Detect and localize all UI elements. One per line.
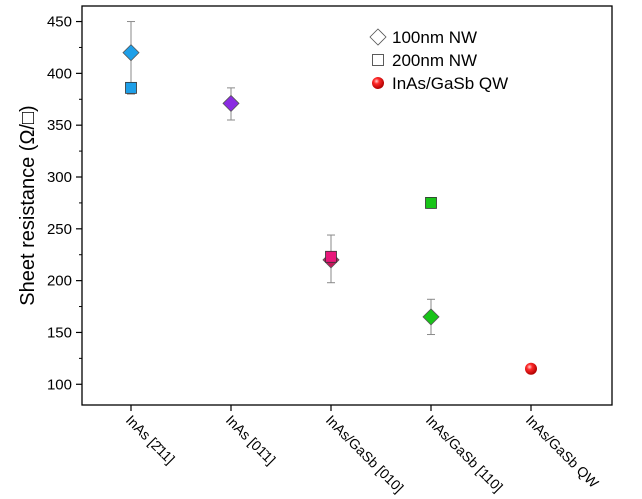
legend-label: 100nm NW <box>392 28 477 47</box>
x-tick-label: InAs/GaSb [110] <box>423 412 506 495</box>
y-tick-label: 450 <box>47 14 72 31</box>
legend-symbol-square <box>372 54 384 66</box>
x-tick-label: InAs/GaSb [010] <box>323 412 407 496</box>
y-tick-label: 150 <box>47 324 72 341</box>
error-bars <box>127 21 435 336</box>
data-point-sphere <box>525 362 537 375</box>
legend-symbol-diamond <box>369 28 387 46</box>
x-tick-label: InAs [2̄11] <box>123 412 178 467</box>
x-tick-label: InAs [01̄1] <box>223 412 279 468</box>
x-tick-label: InAs/GaSb QW <box>523 412 603 492</box>
y-axis-label: Sheet resistance (Ω/□) <box>17 105 39 305</box>
legend: 100nm NW 200nm NW InAs/GaSb QW <box>369 28 508 93</box>
legend-label: InAs/GaSb QW <box>392 74 508 93</box>
legend-label: 200nm NW <box>392 51 477 70</box>
data-markers <box>122 44 537 375</box>
data-point-diamond <box>122 44 140 62</box>
y-tick-label: 350 <box>47 117 72 134</box>
x-axis: InAs [2̄11] InAs [01̄1] InAs/GaSb [010] InA… <box>123 405 603 496</box>
y-tick-label: 300 <box>47 169 72 186</box>
y-axis: 100 150 200 250 300 350 400 450 <box>47 14 82 393</box>
y-tick-label: 200 <box>47 273 72 290</box>
data-point-square <box>125 81 137 94</box>
legend-symbol-sphere <box>372 77 384 89</box>
y-tick-label: 100 <box>47 376 72 393</box>
data-point-square <box>325 250 337 263</box>
plot-frame <box>81 5 613 406</box>
data-point-diamond <box>222 94 240 112</box>
y-tick-label: 400 <box>47 65 72 82</box>
y-tick-label: 250 <box>47 221 72 238</box>
data-point-diamond <box>422 308 440 326</box>
data-point-square <box>425 197 437 209</box>
